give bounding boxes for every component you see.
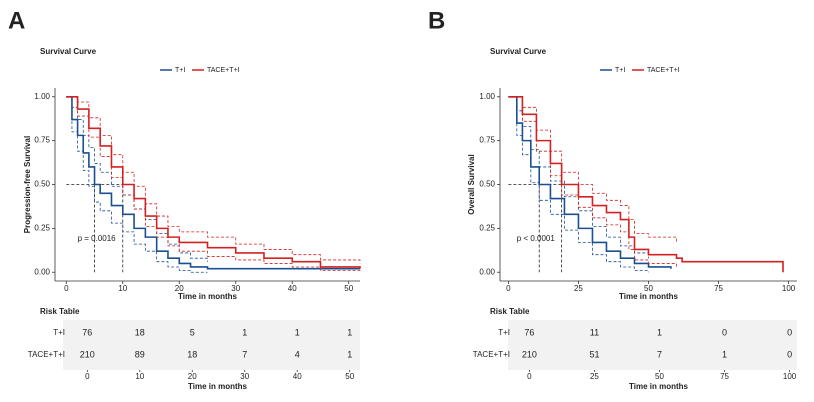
risk-x-tick-label: 20 (188, 372, 197, 381)
chart-title: Survival Curve (490, 47, 547, 56)
risk-x-axis-label: Time in months (188, 382, 248, 391)
risk-value: 18 (135, 327, 145, 337)
confidence-band (508, 96, 677, 267)
risk-value: 1 (347, 349, 352, 359)
risk-x-tick-label: 40 (293, 372, 302, 381)
confidence-band (508, 96, 649, 273)
y-tick-label: 0.50 (479, 180, 495, 189)
risk-value: 1 (295, 327, 300, 337)
x-tick-label: 30 (231, 284, 240, 293)
risk-x-axis-label: Time in months (629, 382, 689, 391)
panel-label: A (8, 7, 25, 34)
y-tick-label: 0.50 (34, 180, 50, 189)
risk-row-label: TACE+T+I (28, 350, 65, 359)
risk-x-tick-label: 10 (135, 372, 144, 381)
risk-value: 210 (80, 349, 95, 359)
risk-value: 5 (190, 327, 195, 337)
risk-value: 1 (347, 327, 352, 337)
y-axis-label: Progression-free Survival (23, 136, 32, 233)
chart-title: Survival Curve (40, 47, 97, 56)
p-value: p < 0.0001 (517, 234, 556, 243)
confidence-band (66, 96, 361, 264)
legend-label: T+I (615, 67, 625, 74)
x-tick-label: 25 (574, 284, 583, 293)
risk-value: 76 (82, 327, 92, 337)
x-tick-label: 0 (506, 284, 511, 293)
panel-label: B (428, 7, 445, 34)
y-axis-label: Overall Survival (467, 154, 476, 214)
y-tick-label: 1.00 (479, 92, 495, 101)
risk-value: 1 (242, 327, 247, 337)
risk-value: 0 (787, 349, 792, 359)
risk-x-tick-label: 0 (527, 372, 532, 381)
legend-label: T+I (175, 67, 185, 74)
survival-curve (66, 95, 360, 270)
risk-x-tick-label: 75 (720, 372, 729, 381)
legend-label: TACE+T+I (207, 67, 240, 74)
risk-x-tick-label: 30 (240, 372, 249, 381)
risk-table-title: Risk Table (40, 307, 80, 316)
y-tick-label: 0.25 (479, 223, 495, 232)
risk-x-tick-label: 50 (655, 372, 664, 381)
risk-value: 1 (722, 349, 727, 359)
risk-value: 76 (524, 327, 534, 337)
confidence-band (66, 96, 361, 273)
x-tick-label: 75 (714, 284, 723, 293)
risk-table-bg (63, 320, 360, 370)
risk-value: 18 (187, 349, 197, 359)
survival-curve (508, 95, 672, 269)
x-axis-label: Time in months (619, 292, 679, 301)
risk-row-label: TACE+T+I (473, 350, 510, 359)
risk-value: 11 (590, 327, 599, 337)
risk-x-tick-label: 0 (85, 372, 90, 381)
confidence-band (66, 96, 208, 273)
x-axis-label: Time in months (178, 292, 238, 301)
risk-value: 0 (787, 327, 792, 337)
risk-x-tick-label: 100 (783, 372, 797, 381)
risk-table-bg (508, 320, 797, 370)
risk-value: 7 (242, 349, 247, 359)
survival-curve (508, 95, 784, 273)
y-tick-label: 0.25 (34, 223, 50, 232)
x-tick-label: 10 (118, 284, 127, 293)
risk-x-tick-label: 25 (590, 372, 599, 381)
risk-value: 7 (657, 349, 662, 359)
risk-value: 210 (522, 349, 537, 359)
legend-label: TACE+T+I (647, 67, 680, 74)
x-tick-label: 100 (782, 284, 796, 293)
risk-value: 51 (589, 349, 599, 359)
y-tick-label: 0.75 (479, 136, 495, 145)
x-tick-label: 40 (288, 284, 297, 293)
risk-x-tick-label: 50 (345, 372, 354, 381)
x-tick-label: 50 (344, 284, 353, 293)
confidence-band (508, 96, 649, 259)
survival-curve (66, 95, 361, 269)
risk-row-label: T+I (53, 328, 65, 337)
y-tick-label: 0.75 (34, 136, 50, 145)
y-tick-label: 0.00 (34, 267, 50, 276)
y-tick-label: 0.00 (479, 267, 495, 276)
risk-value: 0 (722, 327, 727, 337)
risk-table-title: Risk Table (490, 307, 530, 316)
p-value: p = 0.0016 (78, 234, 117, 243)
risk-value: 1 (657, 327, 662, 337)
y-tick-label: 1.00 (34, 92, 50, 101)
x-tick-label: 20 (175, 284, 184, 293)
x-tick-label: 0 (64, 284, 69, 293)
risk-value: 4 (295, 349, 300, 359)
risk-value: 89 (135, 349, 145, 359)
risk-row-label: T+I (498, 328, 510, 337)
x-tick-label: 50 (644, 284, 653, 293)
